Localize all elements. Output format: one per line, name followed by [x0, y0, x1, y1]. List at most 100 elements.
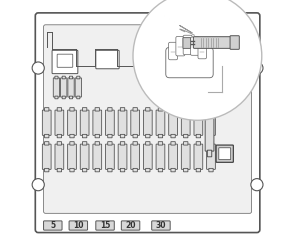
- FancyBboxPatch shape: [82, 142, 87, 145]
- FancyBboxPatch shape: [44, 25, 252, 213]
- FancyBboxPatch shape: [194, 144, 203, 169]
- FancyBboxPatch shape: [62, 76, 65, 79]
- Circle shape: [32, 62, 44, 74]
- FancyBboxPatch shape: [184, 108, 188, 111]
- FancyBboxPatch shape: [80, 144, 89, 169]
- FancyBboxPatch shape: [158, 134, 163, 138]
- FancyBboxPatch shape: [68, 110, 76, 135]
- FancyBboxPatch shape: [68, 144, 76, 169]
- Text: 20: 20: [125, 221, 136, 230]
- FancyBboxPatch shape: [194, 110, 203, 135]
- FancyBboxPatch shape: [57, 134, 62, 138]
- FancyBboxPatch shape: [53, 78, 60, 97]
- FancyBboxPatch shape: [133, 108, 137, 111]
- FancyBboxPatch shape: [70, 168, 74, 172]
- Text: 30: 30: [156, 221, 166, 230]
- FancyBboxPatch shape: [196, 134, 200, 138]
- FancyBboxPatch shape: [82, 108, 87, 111]
- FancyBboxPatch shape: [133, 168, 137, 172]
- FancyBboxPatch shape: [131, 110, 140, 135]
- FancyBboxPatch shape: [230, 36, 239, 49]
- FancyBboxPatch shape: [55, 76, 58, 79]
- FancyBboxPatch shape: [57, 142, 62, 145]
- FancyBboxPatch shape: [205, 99, 214, 151]
- FancyBboxPatch shape: [42, 144, 51, 169]
- Circle shape: [133, 0, 262, 120]
- FancyBboxPatch shape: [69, 76, 73, 79]
- FancyBboxPatch shape: [207, 144, 215, 169]
- FancyBboxPatch shape: [146, 168, 150, 172]
- FancyBboxPatch shape: [198, 43, 206, 59]
- FancyBboxPatch shape: [120, 134, 125, 138]
- FancyBboxPatch shape: [166, 47, 213, 78]
- FancyBboxPatch shape: [108, 142, 112, 145]
- FancyBboxPatch shape: [121, 221, 140, 230]
- FancyBboxPatch shape: [181, 144, 190, 169]
- FancyBboxPatch shape: [143, 110, 152, 135]
- FancyBboxPatch shape: [120, 142, 125, 145]
- FancyBboxPatch shape: [183, 35, 192, 55]
- FancyBboxPatch shape: [70, 142, 74, 145]
- FancyBboxPatch shape: [207, 110, 215, 135]
- FancyBboxPatch shape: [118, 144, 127, 169]
- FancyBboxPatch shape: [57, 168, 62, 172]
- FancyBboxPatch shape: [52, 50, 78, 74]
- FancyBboxPatch shape: [158, 168, 163, 172]
- FancyBboxPatch shape: [133, 134, 137, 138]
- FancyBboxPatch shape: [93, 144, 102, 169]
- FancyBboxPatch shape: [70, 134, 74, 138]
- FancyBboxPatch shape: [35, 13, 260, 233]
- FancyBboxPatch shape: [120, 108, 125, 111]
- FancyBboxPatch shape: [156, 110, 165, 135]
- FancyBboxPatch shape: [171, 168, 175, 172]
- FancyBboxPatch shape: [55, 144, 64, 169]
- FancyBboxPatch shape: [184, 134, 188, 138]
- FancyBboxPatch shape: [196, 168, 200, 172]
- FancyBboxPatch shape: [61, 78, 67, 97]
- FancyBboxPatch shape: [120, 168, 125, 172]
- FancyBboxPatch shape: [184, 142, 188, 145]
- FancyBboxPatch shape: [77, 76, 80, 79]
- FancyBboxPatch shape: [44, 142, 49, 145]
- FancyBboxPatch shape: [209, 134, 213, 138]
- FancyBboxPatch shape: [169, 42, 178, 60]
- FancyBboxPatch shape: [146, 108, 150, 111]
- FancyBboxPatch shape: [95, 108, 100, 111]
- FancyBboxPatch shape: [95, 168, 100, 172]
- FancyBboxPatch shape: [70, 108, 74, 111]
- FancyBboxPatch shape: [190, 37, 200, 55]
- FancyBboxPatch shape: [95, 142, 100, 145]
- Circle shape: [251, 62, 263, 74]
- FancyBboxPatch shape: [82, 168, 87, 172]
- Circle shape: [251, 179, 263, 191]
- FancyBboxPatch shape: [44, 134, 49, 138]
- FancyBboxPatch shape: [108, 168, 112, 172]
- FancyBboxPatch shape: [158, 108, 163, 111]
- FancyBboxPatch shape: [171, 142, 175, 145]
- FancyBboxPatch shape: [69, 96, 73, 99]
- FancyBboxPatch shape: [69, 221, 88, 230]
- FancyBboxPatch shape: [196, 108, 200, 111]
- FancyBboxPatch shape: [207, 94, 212, 100]
- FancyBboxPatch shape: [219, 148, 231, 160]
- Text: 15: 15: [100, 221, 110, 230]
- FancyBboxPatch shape: [171, 108, 175, 111]
- FancyBboxPatch shape: [133, 142, 137, 145]
- FancyBboxPatch shape: [118, 110, 127, 135]
- FancyBboxPatch shape: [80, 110, 89, 135]
- FancyBboxPatch shape: [209, 108, 213, 111]
- FancyBboxPatch shape: [152, 221, 170, 230]
- FancyBboxPatch shape: [216, 145, 233, 162]
- FancyBboxPatch shape: [143, 144, 152, 169]
- FancyBboxPatch shape: [131, 144, 140, 169]
- FancyBboxPatch shape: [176, 36, 185, 56]
- FancyBboxPatch shape: [207, 150, 212, 157]
- FancyBboxPatch shape: [44, 108, 49, 111]
- FancyBboxPatch shape: [181, 110, 190, 135]
- FancyBboxPatch shape: [96, 50, 119, 69]
- FancyBboxPatch shape: [55, 96, 58, 99]
- FancyBboxPatch shape: [55, 110, 64, 135]
- Circle shape: [32, 179, 44, 191]
- FancyBboxPatch shape: [108, 108, 112, 111]
- FancyBboxPatch shape: [57, 54, 73, 67]
